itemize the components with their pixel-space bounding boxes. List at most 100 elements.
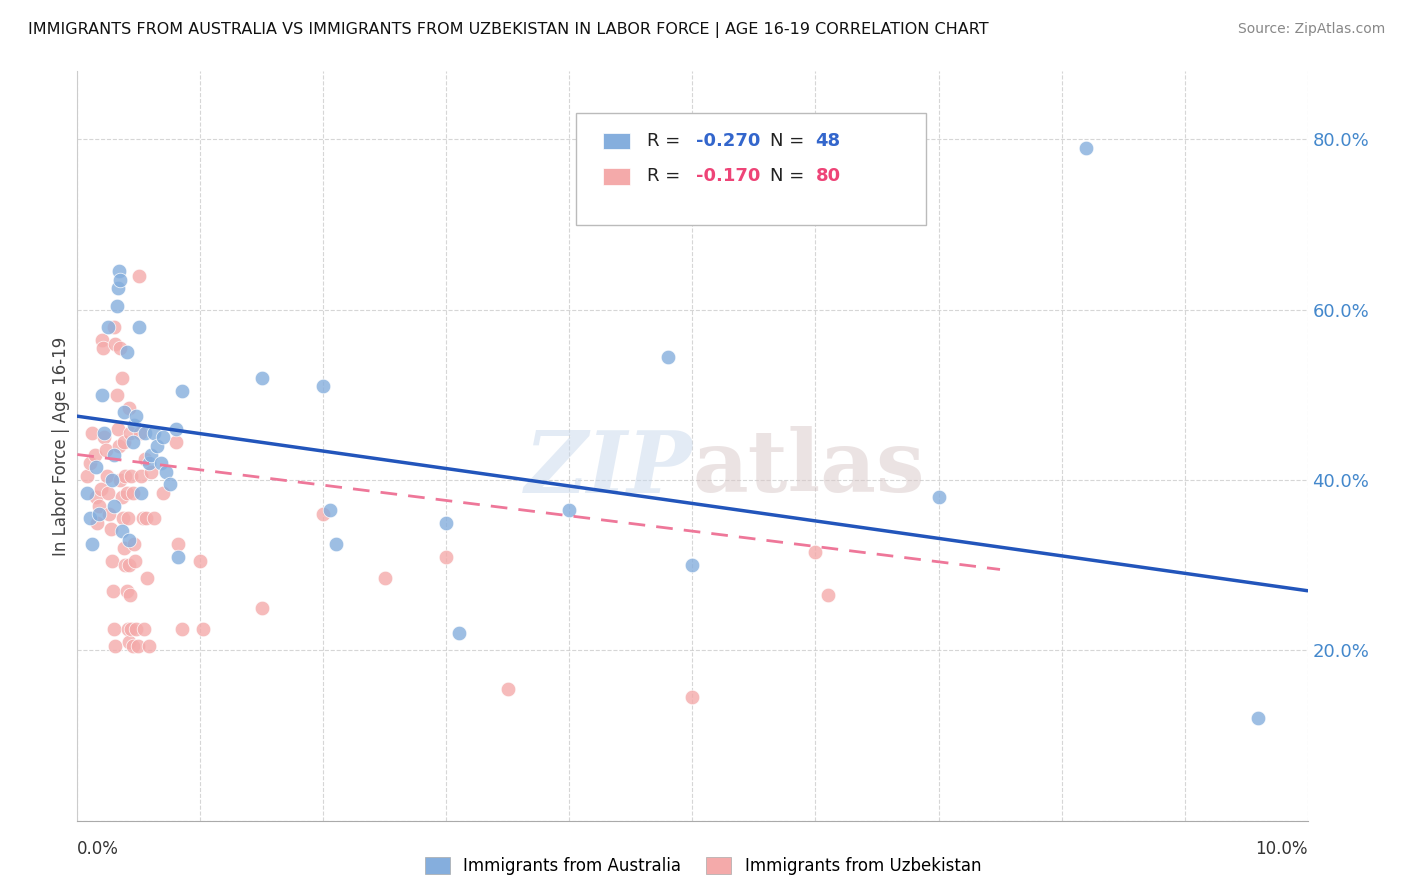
- Point: [129, 468, 153, 483]
- Point: [79, 456, 101, 470]
- Point: [117, 622, 139, 636]
- Point: [121, 485, 143, 500]
- Point: [76, 485, 98, 500]
- Point: [682, 690, 704, 705]
- Text: R =: R =: [647, 132, 686, 150]
- Point: [118, 558, 141, 573]
- Text: N =: N =: [770, 132, 810, 150]
- Point: [134, 426, 156, 441]
- Point: [558, 503, 581, 517]
- Point: [167, 537, 190, 551]
- FancyBboxPatch shape: [575, 112, 927, 225]
- Point: [121, 639, 143, 653]
- Point: [447, 626, 470, 640]
- Point: [103, 499, 125, 513]
- Point: [125, 622, 148, 636]
- Point: [167, 549, 190, 564]
- Point: [250, 600, 273, 615]
- Point: [112, 405, 135, 419]
- Point: [132, 622, 155, 636]
- Point: [90, 482, 112, 496]
- Point: [84, 490, 107, 504]
- Point: [191, 622, 214, 636]
- Point: [150, 456, 173, 470]
- Point: [142, 511, 165, 525]
- Point: [97, 319, 120, 334]
- Point: [111, 511, 134, 525]
- Point: [107, 281, 129, 295]
- Point: [86, 516, 108, 530]
- Point: [76, 468, 98, 483]
- Point: [108, 264, 131, 278]
- Text: 80: 80: [815, 168, 841, 186]
- Point: [101, 583, 124, 598]
- Point: [98, 507, 121, 521]
- Point: [114, 558, 136, 573]
- Point: [122, 417, 145, 432]
- Point: [103, 319, 125, 334]
- Text: N =: N =: [770, 168, 810, 186]
- Point: [110, 341, 132, 355]
- Point: [114, 468, 136, 483]
- Point: [108, 439, 131, 453]
- Point: [436, 516, 458, 530]
- Point: [312, 379, 335, 393]
- Point: [138, 456, 160, 470]
- Text: IMMIGRANTS FROM AUSTRALIA VS IMMIGRANTS FROM UZBEKISTAN IN LABOR FORCE | AGE 16-: IMMIGRANTS FROM AUSTRALIA VS IMMIGRANTS …: [28, 22, 988, 38]
- Point: [118, 635, 141, 649]
- Point: [112, 541, 135, 556]
- Point: [127, 639, 149, 653]
- FancyBboxPatch shape: [603, 133, 630, 149]
- Point: [115, 583, 138, 598]
- Point: [436, 549, 458, 564]
- Point: [374, 571, 396, 585]
- Point: [155, 465, 177, 479]
- Point: [146, 439, 169, 453]
- Point: [165, 422, 187, 436]
- Point: [128, 319, 150, 334]
- Point: [138, 639, 160, 653]
- Point: [103, 622, 125, 636]
- Point: [135, 511, 157, 525]
- Point: [120, 426, 142, 441]
- Point: [928, 490, 950, 504]
- Point: [128, 268, 150, 283]
- Point: [117, 511, 139, 525]
- Text: atlas: atlas: [693, 426, 925, 510]
- Point: [159, 477, 181, 491]
- Point: [94, 443, 117, 458]
- Point: [165, 434, 187, 449]
- Point: [250, 371, 273, 385]
- Point: [107, 422, 129, 436]
- Point: [1247, 711, 1270, 725]
- Point: [111, 524, 132, 538]
- Text: -0.270: -0.270: [696, 132, 761, 150]
- Point: [100, 523, 122, 537]
- Point: [1076, 141, 1098, 155]
- Point: [120, 588, 142, 602]
- Point: [657, 350, 679, 364]
- Text: -0.170: -0.170: [696, 168, 761, 186]
- Text: Source: ZipAtlas.com: Source: ZipAtlas.com: [1237, 22, 1385, 37]
- Text: R =: R =: [647, 168, 686, 186]
- Point: [115, 345, 138, 359]
- Point: [121, 622, 143, 636]
- Point: [103, 448, 125, 462]
- Text: ZIP: ZIP: [524, 426, 693, 510]
- Point: [125, 409, 148, 424]
- Point: [111, 490, 132, 504]
- Point: [82, 537, 104, 551]
- Y-axis label: In Labor Force | Age 16-19: In Labor Force | Age 16-19: [52, 336, 70, 556]
- Point: [121, 434, 143, 449]
- Point: [89, 507, 111, 521]
- Point: [104, 639, 127, 653]
- Point: [121, 468, 143, 483]
- Point: [124, 554, 146, 568]
- Point: [134, 451, 156, 466]
- Point: [141, 448, 163, 462]
- Legend: Immigrants from Australia, Immigrants from Uzbekistan: Immigrants from Australia, Immigrants fr…: [418, 850, 988, 882]
- FancyBboxPatch shape: [603, 168, 630, 185]
- Point: [105, 298, 128, 313]
- Point: [91, 341, 114, 355]
- Point: [112, 434, 135, 449]
